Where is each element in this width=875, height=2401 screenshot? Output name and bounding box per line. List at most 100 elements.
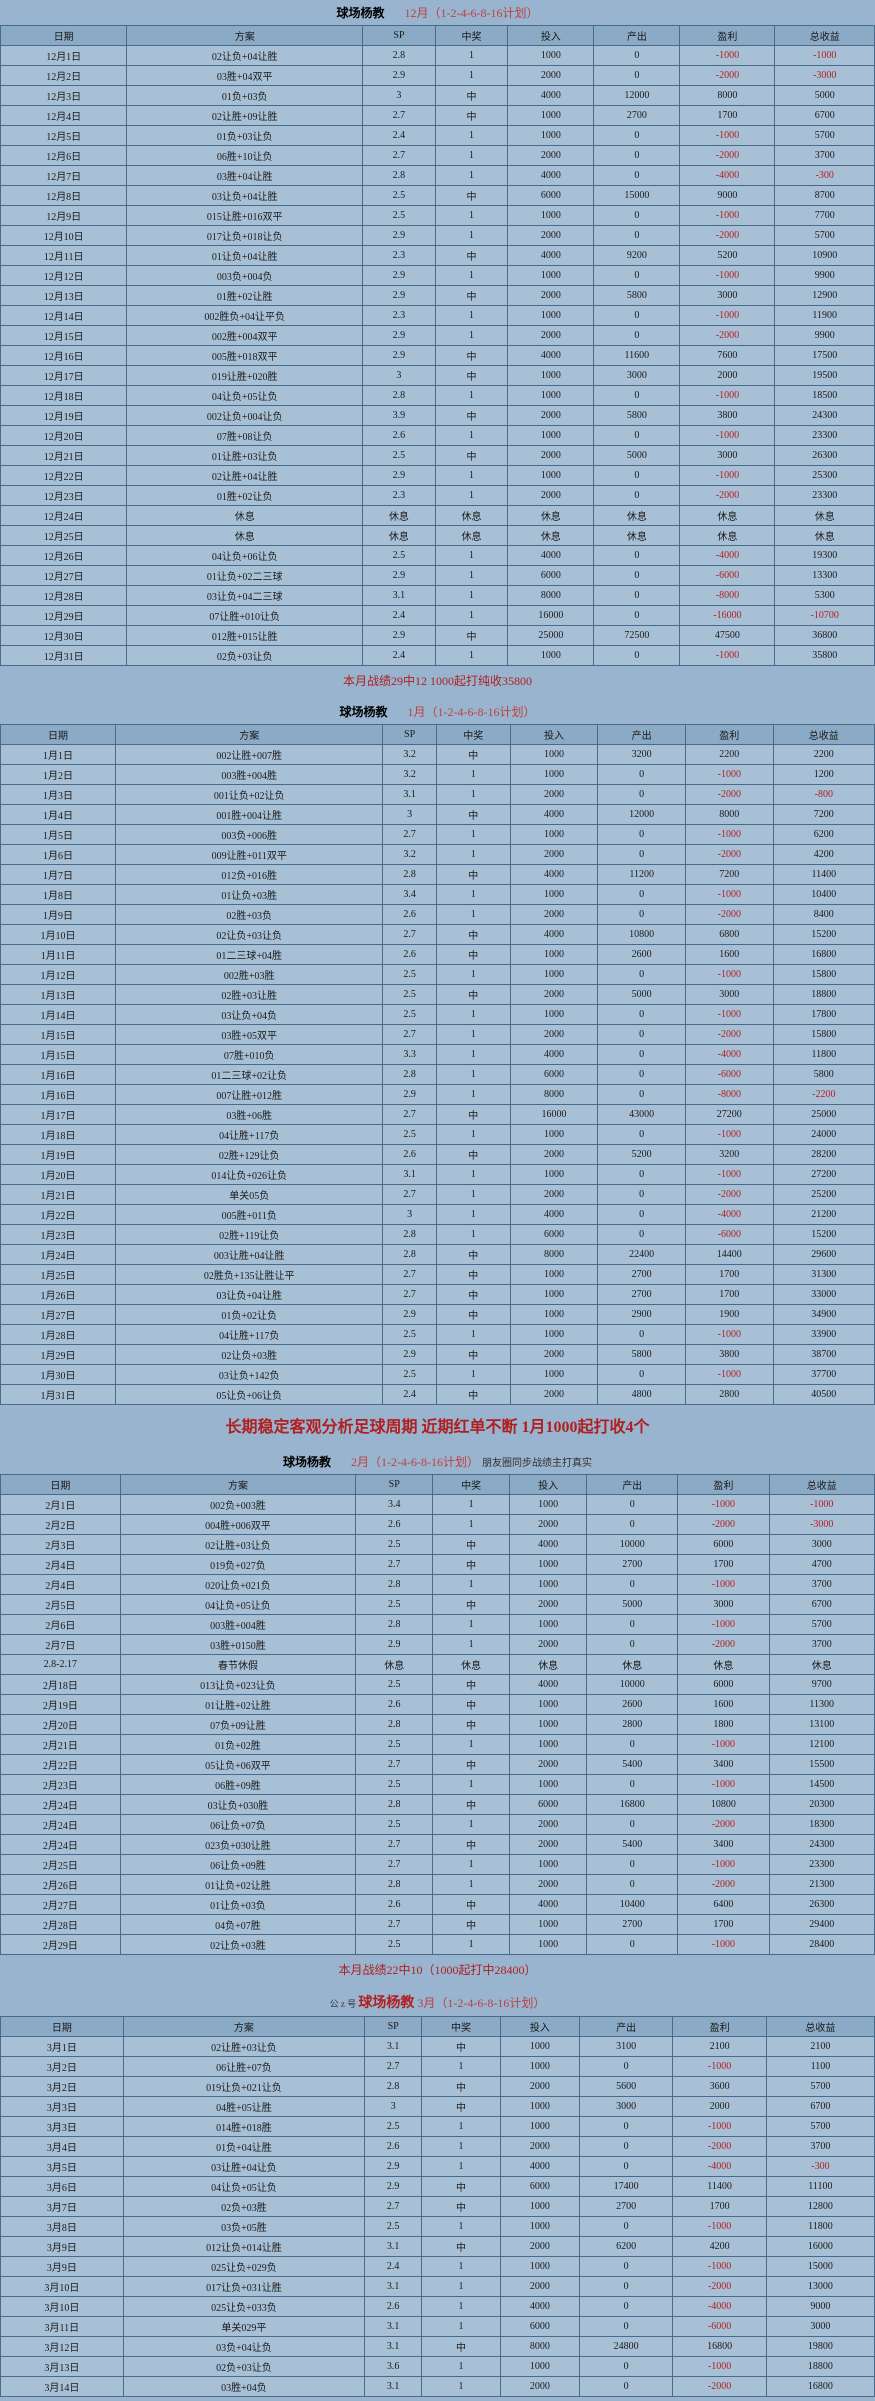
table-row: 1月13日02胜+03让胜2.5中20005000300018800 <box>1 985 875 1005</box>
table-cell: 0 <box>598 1185 686 1205</box>
table-cell: 26300 <box>775 446 875 466</box>
table-cell: 0 <box>594 166 680 186</box>
table-cell: 11600 <box>594 346 680 366</box>
table-cell: 中 <box>436 1385 510 1405</box>
table-cell: 002胜负+04让平负 <box>127 306 363 326</box>
table-cell: 2700 <box>594 106 680 126</box>
table-cell: 2000 <box>510 785 598 805</box>
table-cell: 1月6日 <box>1 845 116 865</box>
table-row: 3月4日01负+04让胜2.6120000-20003700 <box>1 2137 875 2157</box>
table-cell: 2.9 <box>365 2157 422 2177</box>
table-cell: 0 <box>579 2057 672 2077</box>
table-cell: 23300 <box>775 486 875 506</box>
table-cell: 2月27日 <box>1 1895 121 1915</box>
table-cell: 3月6日 <box>1 2177 124 2197</box>
data-table: 日期方案SP中奖投入产出盈利总收益3月1日02让胜+03让负3.1中100031… <box>0 2016 875 2397</box>
table-cell: 2.7 <box>383 925 436 945</box>
table-row: 12月25日休息休息休息休息休息休息休息 <box>1 526 875 546</box>
table-cell: 1月25日 <box>1 1265 116 1285</box>
table-cell: 3月12日 <box>1 2337 124 2357</box>
table-cell: 001让负+02让负 <box>116 785 383 805</box>
table-cell: 2月4日 <box>1 1555 121 1575</box>
table-cell: 2700 <box>598 1285 686 1305</box>
table-cell: 15000 <box>766 2257 874 2277</box>
table-cell: 1 <box>433 1635 510 1655</box>
table-cell: 1月13日 <box>1 985 116 1005</box>
table-cell: 中 <box>422 2337 501 2357</box>
table-row: 12月18日04让负+05让负2.8110000-100018500 <box>1 386 875 406</box>
table-header: 盈利 <box>673 2017 766 2037</box>
table-cell: 中 <box>436 1305 510 1325</box>
table-cell: 37700 <box>773 1365 874 1385</box>
table-row: 12月3日01负+03负3中40001200080005000 <box>1 86 875 106</box>
table-cell: 2.8 <box>356 1875 433 1895</box>
table-cell: 2月25日 <box>1 1855 121 1875</box>
table-cell: 2.5 <box>383 965 436 985</box>
table-cell: 1600 <box>678 1695 769 1715</box>
table-cell: 07让胜+010让负 <box>127 606 363 626</box>
table-row: 12月16日005胜+018双平2.9中400011600760017500 <box>1 346 875 366</box>
table-cell: 1 <box>436 785 510 805</box>
table-cell: 中 <box>436 1345 510 1365</box>
table-row: 12月8日03让负+04让胜2.5中60001500090008700 <box>1 186 875 206</box>
table-cell: 1000 <box>508 646 594 666</box>
table-cell: 2000 <box>500 2237 579 2257</box>
title-author: 球场杨教 <box>283 1455 331 1469</box>
table-cell: -8000 <box>680 586 775 606</box>
table-cell: 3000 <box>766 2317 874 2337</box>
table-cell: 2.5 <box>365 2217 422 2237</box>
table-cell: 6000 <box>678 1675 769 1695</box>
table-cell: 2.8 <box>383 865 436 885</box>
table-cell: 0 <box>594 146 680 166</box>
table-cell: 1 <box>436 1045 510 1065</box>
table-cell: -1000 <box>680 646 775 666</box>
table-row: 2月7日03胜+0150胜2.9120000-20003700 <box>1 1635 875 1655</box>
table-cell: 2.8 <box>363 46 436 66</box>
table-cell: 2000 <box>508 326 594 346</box>
table-cell: 2800 <box>685 1385 773 1405</box>
table-cell: 27200 <box>685 1105 773 1125</box>
table-cell: 2.9 <box>363 66 436 86</box>
table-cell: 2.5 <box>363 546 436 566</box>
table-row: 2月4日019负+027负2.7中1000270017004700 <box>1 1555 875 1575</box>
table-cell: 2月2日 <box>1 1515 121 1535</box>
table-cell: 2.8 <box>356 1715 433 1735</box>
table-cell: 6000 <box>500 2317 579 2337</box>
table-cell: 2.7 <box>383 1025 436 1045</box>
table-cell: 1000 <box>510 1325 598 1345</box>
table-cell: 002胜+004双平 <box>127 326 363 346</box>
table-cell: 01让负+04让胜 <box>127 246 363 266</box>
table-cell: 2.7 <box>363 106 436 126</box>
table-cell: 单关05负 <box>116 1185 383 1205</box>
table-row: 1月11日01二三球+04胜2.6中10002600160016800 <box>1 945 875 965</box>
table-cell: 0 <box>598 765 686 785</box>
table-cell: -1000 <box>673 2357 766 2377</box>
table-cell: 0 <box>594 66 680 86</box>
table-cell: 1 <box>435 586 508 606</box>
table-cell: 25000 <box>508 626 594 646</box>
table-cell: 1000 <box>510 1555 587 1575</box>
table-cell: 2000 <box>508 486 594 506</box>
table-cell: 1 <box>436 845 510 865</box>
table-header: SP <box>365 2017 422 2037</box>
table-cell: 1000 <box>508 126 594 146</box>
table-cell: 2000 <box>680 366 775 386</box>
table-cell: 7200 <box>773 805 874 825</box>
table-cell: 02让胜+09让胜 <box>127 106 363 126</box>
table-cell: 2.7 <box>356 1755 433 1775</box>
table-cell: 1000 <box>510 1935 587 1955</box>
table-cell: 3.2 <box>383 765 436 785</box>
table-cell: 01让胜+03让负 <box>127 446 363 466</box>
table-cell: 3.1 <box>365 2337 422 2357</box>
table-cell: 17400 <box>579 2177 672 2197</box>
section: 球场杨教1月（1-2-4-6-8-16计划）日期方案SP中奖投入产出盈利总收益1… <box>0 699 875 1445</box>
table-row: 1月16日007让胜+012胜2.9180000-8000-2200 <box>1 1085 875 1105</box>
table-cell: 中 <box>433 1915 510 1935</box>
table-cell: 1 <box>435 426 508 446</box>
table-cell: 1月4日 <box>1 805 116 825</box>
table-cell: 1 <box>422 2377 501 2397</box>
table-cell: 1月2日 <box>1 765 116 785</box>
table-cell: 03让负+04二三球 <box>127 586 363 606</box>
table-cell: 2.3 <box>363 306 436 326</box>
table-cell: 2600 <box>598 945 686 965</box>
